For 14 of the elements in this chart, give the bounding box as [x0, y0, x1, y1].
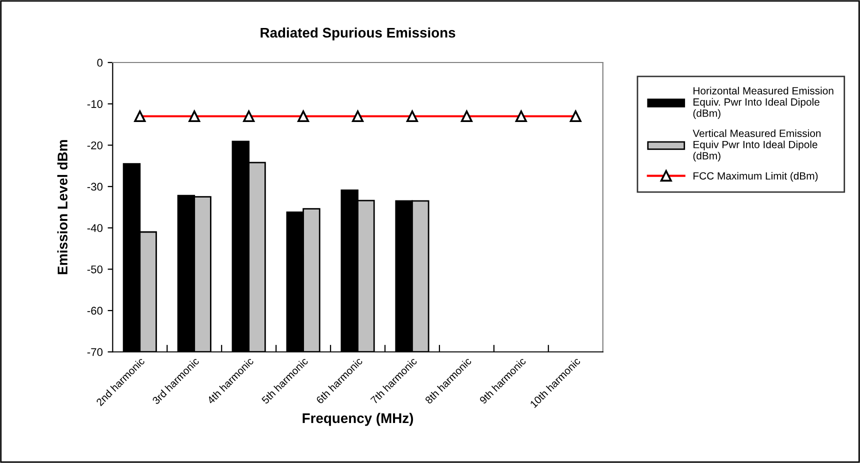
y-tick-label: -30 — [87, 182, 103, 191]
y-tick-label: 0 — [97, 58, 103, 67]
y-tick-label: -20 — [87, 141, 103, 150]
chart-title: Radiated Spurious Emissions — [260, 27, 456, 40]
y-tick-label: -70 — [87, 348, 103, 356]
legend-label: FCC Maximum Limit (dBm) — [694, 172, 818, 182]
y-tick-label: -40 — [87, 224, 103, 232]
legend-label: Horizontal Measured Emission Equiv. Pwr Into Ideal Dipole (dBm) — [693, 86, 834, 119]
legend-label: Vertical Measured Emission Equiv Pwr Into Ideal Dipole (dBm) — [692, 129, 821, 162]
x-axis-title: Frequency (MHz) — [302, 412, 414, 426]
y-tick-label: -60 — [87, 306, 103, 315]
y-tick-label: -50 — [87, 265, 103, 274]
y-tick-label: -10 — [87, 100, 103, 108]
y-axis-title: Emission Level dBm — [57, 140, 68, 274]
